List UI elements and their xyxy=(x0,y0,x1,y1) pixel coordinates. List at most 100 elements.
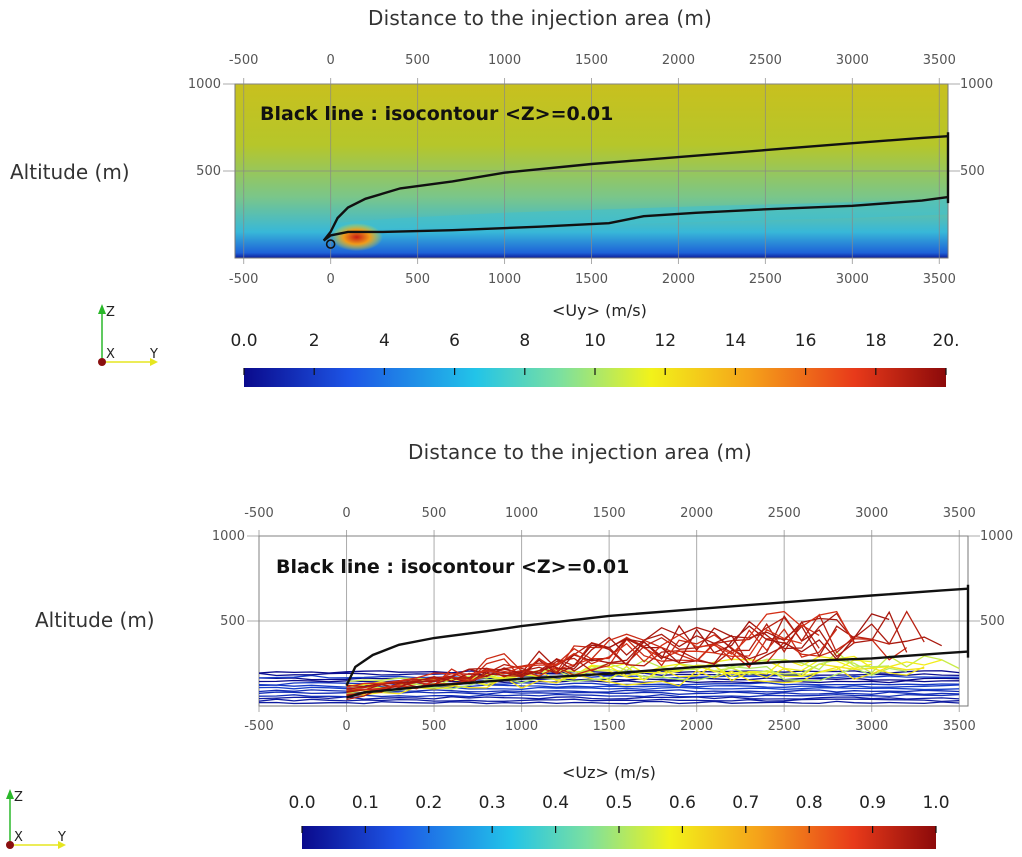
annotation: Black line : isocontour <Z>=0.01 xyxy=(260,103,613,125)
isocontour-lower xyxy=(322,195,949,242)
colorbar-tick-label: 0.9 xyxy=(859,793,886,813)
colorbar-tick-label: 0.7 xyxy=(732,793,759,813)
y-axis-label: Altitude (m) xyxy=(35,608,155,632)
x-tick-label-top: 1000 xyxy=(488,53,521,68)
x-tick-label-top: 500 xyxy=(422,506,447,521)
annotation: Black line : isocontour <Z>=0.01 xyxy=(276,556,629,578)
x-tick-label-top: 0 xyxy=(327,53,335,68)
svg-text:Z: Z xyxy=(106,305,115,320)
x-tick-label-bottom: 1000 xyxy=(505,719,538,734)
x-tick-label-top: 2000 xyxy=(662,53,695,68)
x-tick-label-bottom: 2000 xyxy=(680,719,713,734)
streamline-low-level xyxy=(258,696,960,700)
colorbar-tick-label: 0.1 xyxy=(352,793,379,813)
colorbar-tick-label: 6 xyxy=(449,331,460,351)
streamlines xyxy=(258,610,960,705)
x-tick-label-bottom: 2000 xyxy=(662,272,695,287)
y-tick-label-right: 500 xyxy=(960,164,985,179)
y-tick-label-left: 1000 xyxy=(188,77,221,92)
colorbar: 0.0 0.1 0.2 0.3 0.4 0.5 0.6 0.7 0.8 0.9 1.0 xyxy=(288,793,950,849)
x-tick-label-top: 1000 xyxy=(505,506,538,521)
colorbar-tick-label: 0.2 xyxy=(415,793,442,813)
streamline-low-level xyxy=(258,672,960,677)
uy-heatmap-svg: -500 -500 0 0 500 500 1000 1000 1500 1500 2000 2000… xyxy=(188,53,993,387)
isocontour-lower xyxy=(346,650,969,699)
isocontour xyxy=(345,584,970,699)
colorbar-tick-label: 18 xyxy=(865,331,887,351)
y-tick-label-left: 500 xyxy=(196,164,221,179)
colorbar-tick-label: 1.0 xyxy=(922,793,949,813)
x-tick-label-top: 3500 xyxy=(943,506,976,521)
x-tick-label-top: 2000 xyxy=(680,506,713,521)
colorbar-tick-label: 0.4 xyxy=(542,793,569,813)
y-tick-label-left: 1000 xyxy=(212,529,245,544)
uy-hot-spot xyxy=(330,223,383,252)
x-tick-label-bottom: 3500 xyxy=(943,719,976,734)
streamline-strong-rising xyxy=(346,612,855,688)
x-tick-label-bottom: 2500 xyxy=(768,719,801,734)
colorbar-tick-label: 0.8 xyxy=(796,793,823,813)
x-tick-label-top: -500 xyxy=(229,53,259,68)
x-tick-label-bottom: 2500 xyxy=(749,272,782,287)
x-tick-label-top: 3500 xyxy=(923,53,956,68)
isocontour-upper xyxy=(345,587,969,687)
streamline-strong-rising xyxy=(346,610,855,688)
svg-text:Y: Y xyxy=(57,830,66,845)
x-tick-label-bottom: 3000 xyxy=(836,272,869,287)
x-tick-label-bottom: 1500 xyxy=(593,719,626,734)
colorbar-tick-label: 4 xyxy=(379,331,390,351)
x-tick-label-bottom: 3500 xyxy=(923,272,956,287)
svg-text:Y: Y xyxy=(149,347,158,362)
x-tick-label-bottom: 500 xyxy=(405,272,430,287)
plot-grid xyxy=(223,78,960,264)
colorbar-title: <Uy> (m/s) xyxy=(552,301,647,320)
colorbar-gradient xyxy=(244,368,946,387)
colorbar: 0.0 2 4 6 8 10 12 14 16 18 20. xyxy=(230,331,960,387)
x-tick-label-bottom: -500 xyxy=(244,719,274,734)
x-tick-label-top: 1500 xyxy=(575,53,608,68)
colorbar-tick-label: 0.6 xyxy=(669,793,696,813)
colorbar-tick-label: 8 xyxy=(519,331,530,351)
isocontour xyxy=(322,132,950,249)
uz-streamlines-svg: -500 -500 0 0 500 500 1000 1000 1500 1500 2000 2000… xyxy=(212,506,1013,849)
uy-panel: Distance to the injection area (m) Altit… xyxy=(0,0,1022,420)
x-tick-label-bottom: 3000 xyxy=(855,719,888,734)
colorbar-tick-label: 20. xyxy=(932,331,959,351)
axis-ticks: -500 -500 0 0 500 500 1000 1000 1500 1500 2000 2000… xyxy=(212,506,1013,734)
colorbar-title: <Uz> (m/s) xyxy=(562,763,656,782)
colorbar-tick-label: 12 xyxy=(654,331,676,351)
x-tick-label-bottom: 1000 xyxy=(488,272,521,287)
uz-panel: Distance to the injection area (m) Altit… xyxy=(0,430,1022,857)
streamline-low-level xyxy=(258,700,960,705)
streamline-mid-rising xyxy=(346,663,925,694)
x-tick-label-top: 3000 xyxy=(855,506,888,521)
x-tick-label-top: -500 xyxy=(244,506,274,521)
x-tick-label-bottom: 1500 xyxy=(575,272,608,287)
streamline-strong-rising xyxy=(346,624,820,699)
y-tick-label-right: 500 xyxy=(980,614,1005,629)
x-tick-label-bottom: 0 xyxy=(342,719,350,734)
axes-orientation-icon: Z Y X xyxy=(98,304,158,366)
x-tick-label-top: 2500 xyxy=(749,53,782,68)
y-axis-label: Altitude (m) xyxy=(10,160,130,184)
axis-ticks: -500 -500 0 0 500 500 1000 1000 1500 1500 2000 2000… xyxy=(188,53,993,287)
colorbar-tick-label: 16 xyxy=(795,331,817,351)
colorbar-tick-label: 0.0 xyxy=(230,331,257,351)
x-tick-label-bottom: 500 xyxy=(422,719,447,734)
chart-title: Distance to the injection area (m) xyxy=(408,440,753,464)
svg-text:X: X xyxy=(106,347,115,362)
x-tick-label-top: 2500 xyxy=(768,506,801,521)
x-tick-label-top: 500 xyxy=(405,53,430,68)
colorbar-tick-label: 14 xyxy=(725,331,747,351)
colorbar-tick-label: 2 xyxy=(309,331,320,351)
axes-orientation-icon: Z Y X xyxy=(6,789,66,849)
svg-text:Z: Z xyxy=(14,790,23,805)
chart-title: Distance to the injection area (m) xyxy=(368,6,713,30)
streamline-strong-rising xyxy=(346,634,908,696)
y-tick-label-left: 500 xyxy=(220,614,245,629)
colorbar-gradient xyxy=(302,826,936,849)
x-tick-label-top: 3000 xyxy=(836,53,869,68)
colorbar-tick-label: 0.0 xyxy=(288,793,315,813)
x-tick-label-bottom: 0 xyxy=(327,272,335,287)
colorbar-tick-label: 0.5 xyxy=(605,793,632,813)
